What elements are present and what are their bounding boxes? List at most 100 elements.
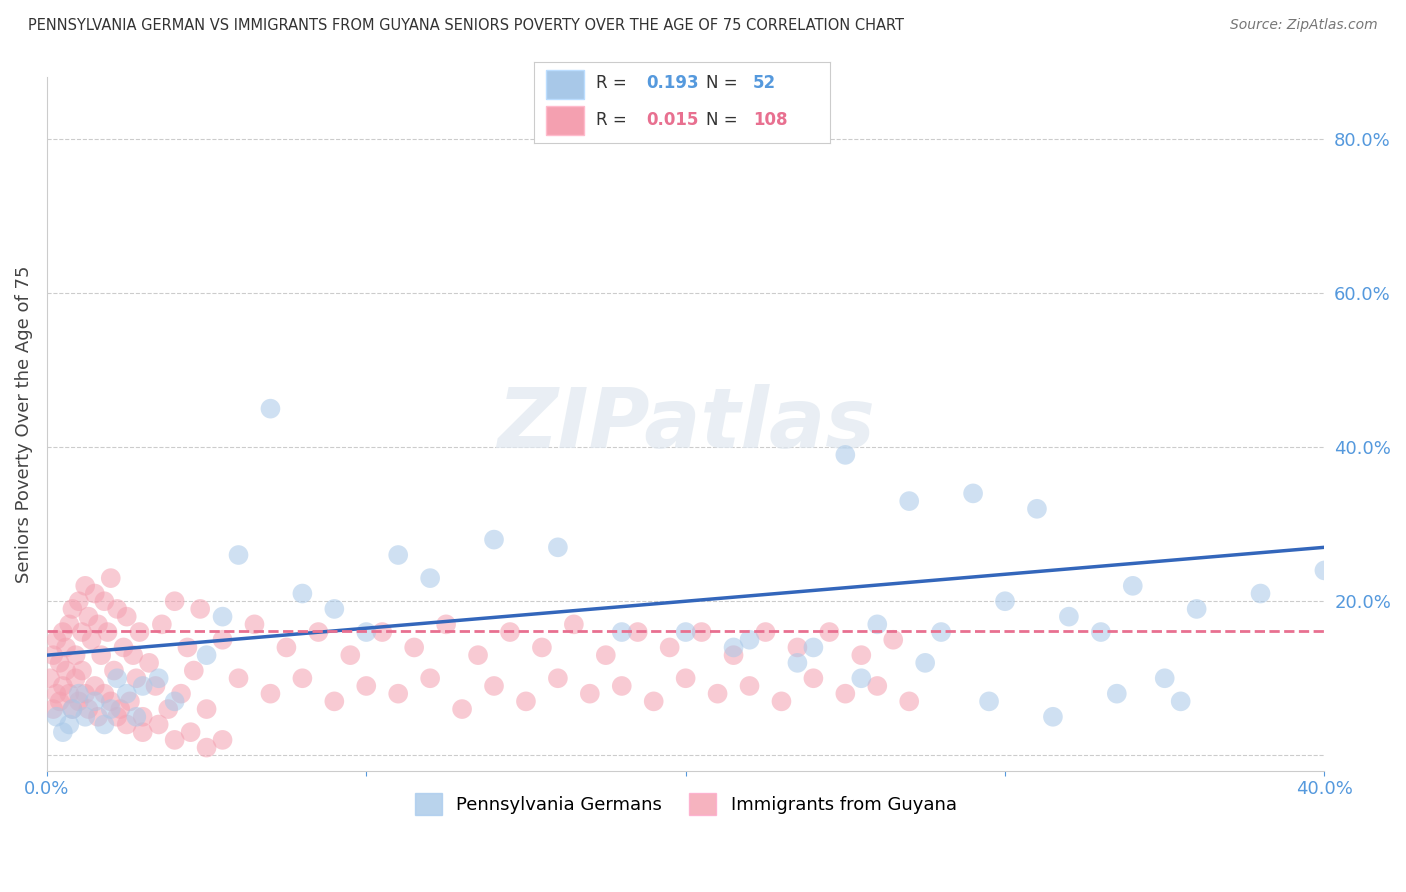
Text: 0.193: 0.193 <box>647 74 699 92</box>
Point <box>93 594 115 608</box>
Point <box>148 717 170 731</box>
Point <box>977 694 1000 708</box>
Point <box>994 594 1017 608</box>
Point <box>579 687 602 701</box>
Point <box>70 625 93 640</box>
Point <box>723 640 745 655</box>
Point <box>103 664 125 678</box>
Point <box>115 687 138 701</box>
Point <box>610 679 633 693</box>
Point <box>898 494 921 508</box>
Point <box>110 702 132 716</box>
Text: 52: 52 <box>752 74 776 92</box>
Text: PENNSYLVANIA GERMAN VS IMMIGRANTS FROM GUYANA SENIORS POVERTY OVER THE AGE OF 75: PENNSYLVANIA GERMAN VS IMMIGRANTS FROM G… <box>28 18 904 33</box>
Point <box>467 648 489 662</box>
Point <box>87 617 110 632</box>
Point <box>803 640 825 655</box>
Point <box>131 710 153 724</box>
Point <box>62 702 84 716</box>
Point <box>148 671 170 685</box>
Point <box>45 632 67 647</box>
Point <box>83 694 105 708</box>
Point <box>434 617 457 632</box>
Point <box>39 671 62 685</box>
Point <box>882 632 904 647</box>
Point <box>898 694 921 708</box>
Point <box>145 679 167 693</box>
Point <box>451 702 474 716</box>
Point <box>866 617 889 632</box>
Point <box>138 656 160 670</box>
Point <box>228 671 250 685</box>
Point <box>52 679 75 693</box>
Point <box>1250 586 1272 600</box>
Point <box>834 687 856 701</box>
Point <box>58 717 80 731</box>
Point <box>163 694 186 708</box>
Point <box>243 617 266 632</box>
Point <box>706 687 728 701</box>
Point <box>851 671 873 685</box>
Point <box>83 679 105 693</box>
Point <box>157 702 180 716</box>
Point <box>323 694 346 708</box>
Point <box>150 617 173 632</box>
Text: N =: N = <box>706 74 742 92</box>
Point <box>562 617 585 632</box>
Point <box>1105 687 1128 701</box>
Point <box>404 640 426 655</box>
Point <box>851 648 873 662</box>
Point <box>356 625 378 640</box>
Point <box>803 671 825 685</box>
Point <box>70 664 93 678</box>
Point <box>45 687 67 701</box>
Point <box>183 664 205 678</box>
Point <box>131 725 153 739</box>
Point <box>83 586 105 600</box>
Point <box>195 702 218 716</box>
Point <box>675 625 697 640</box>
Point <box>738 679 761 693</box>
Text: 108: 108 <box>752 112 787 129</box>
Point <box>259 687 281 701</box>
Point <box>58 617 80 632</box>
Point <box>97 625 120 640</box>
Point <box>419 671 441 685</box>
Text: R =: R = <box>596 112 633 129</box>
Text: ZIPatlas: ZIPatlas <box>496 384 875 465</box>
Point <box>211 609 233 624</box>
Point <box>1313 563 1336 577</box>
Point <box>87 710 110 724</box>
Point <box>80 632 103 647</box>
Point <box>387 548 409 562</box>
Point <box>93 687 115 701</box>
Point <box>67 694 90 708</box>
Point <box>356 679 378 693</box>
Text: 0.015: 0.015 <box>647 112 699 129</box>
Point <box>128 625 150 640</box>
Point <box>52 725 75 739</box>
Point <box>530 640 553 655</box>
Point <box>339 648 361 662</box>
Point <box>1122 579 1144 593</box>
Point <box>547 671 569 685</box>
Point <box>1042 710 1064 724</box>
Point <box>131 679 153 693</box>
Point <box>914 656 936 670</box>
Point <box>658 640 681 655</box>
Point <box>643 694 665 708</box>
Point <box>125 671 148 685</box>
Point <box>105 602 128 616</box>
Text: Source: ZipAtlas.com: Source: ZipAtlas.com <box>1230 18 1378 32</box>
Point <box>100 571 122 585</box>
Point <box>65 648 87 662</box>
Point <box>65 671 87 685</box>
Point <box>176 640 198 655</box>
Point <box>115 717 138 731</box>
Point <box>690 625 713 640</box>
Point <box>115 609 138 624</box>
Point <box>55 664 77 678</box>
Point <box>100 694 122 708</box>
Point <box>515 694 537 708</box>
Point <box>163 732 186 747</box>
